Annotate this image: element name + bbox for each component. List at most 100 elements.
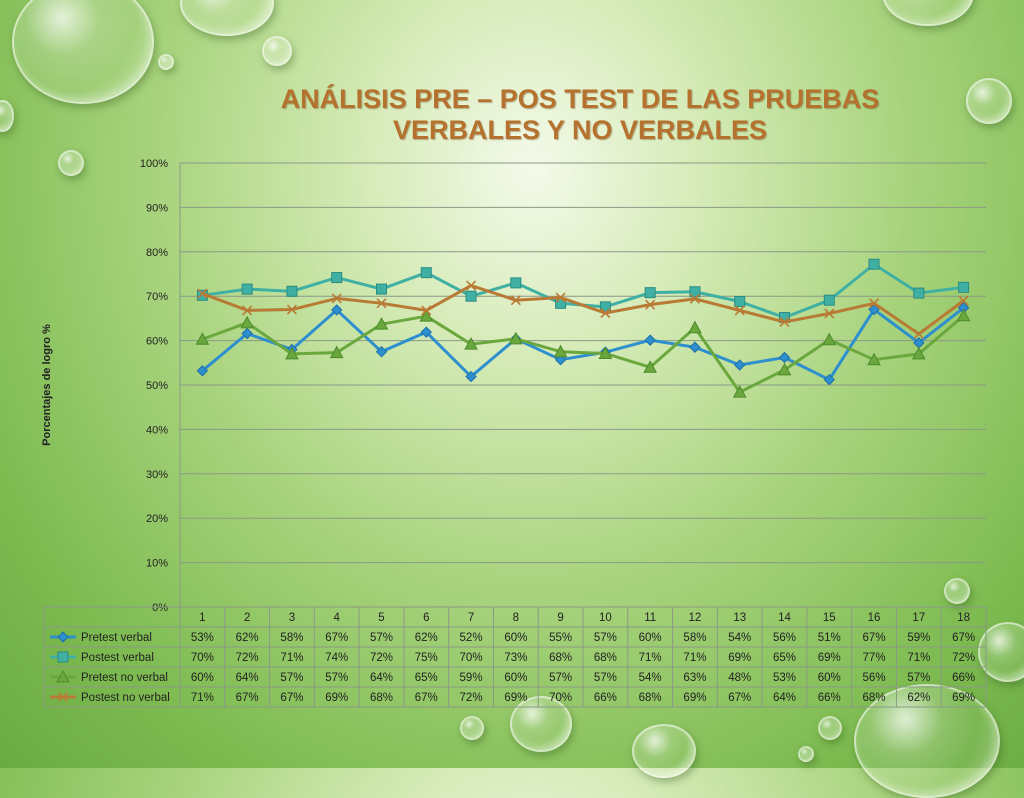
chart-title-line-2: VERBALES Y NO VERBALES: [392, 115, 768, 145]
data-point-postest-no-verbal: [465, 280, 477, 291]
data-point-postest-no-verbal: [689, 293, 701, 304]
data-label-postest-no-verbal: 68%: [863, 692, 886, 704]
y-tick-label: 90%: [146, 202, 168, 214]
data-label-postest-verbal: 68%: [594, 652, 617, 664]
data-point-postest-verbal: [958, 281, 970, 293]
data-point-postest-no-verbal-stroke: [868, 298, 880, 309]
data-point-postest-no-verbal-stroke: [734, 305, 745, 316]
data-point-postest-no-verbal-stroke: [510, 295, 521, 306]
data-label-pretest-no-verbal: 60%: [818, 672, 841, 684]
chart-title: ANÁLISIS PRE – POS TEST DE LAS PRUEBAS V…: [180, 84, 980, 146]
data-point-pretest-no-verbal: [911, 346, 926, 360]
data-point-pretest-verbal: [465, 370, 477, 383]
data-point-pretest-no-verbal: [688, 320, 702, 334]
legend-key-marker-postest-verbal: [57, 651, 69, 663]
data-label-pretest-no-verbal: 53%: [773, 672, 796, 684]
data-point-postest-verbal: [823, 294, 835, 306]
data-point-postest-no-verbal-stroke: [779, 316, 790, 328]
y-tick-label: 30%: [146, 469, 168, 481]
data-point-postest-verbal: [331, 272, 343, 284]
data-point-postest-no-verbal-stroke: [913, 328, 924, 340]
data-label-postest-no-verbal: 67%: [728, 692, 751, 704]
legend-label-pretest-verbal: Pretest verbal: [81, 632, 152, 644]
data-label-pretest-verbal: 52%: [460, 632, 483, 644]
data-point-postest-no-verbal: [913, 328, 924, 340]
data-label-pretest-verbal: 55%: [549, 632, 572, 644]
data-label-postest-verbal: 71%: [907, 652, 930, 664]
data-point-postest-no-verbal-stroke: [242, 305, 253, 316]
data-label-postest-no-verbal: 72%: [460, 692, 483, 704]
data-point-pretest-no-verbal: [643, 360, 658, 373]
y-tick-label: 40%: [146, 424, 168, 436]
data-label-pretest-verbal: 58%: [280, 632, 303, 644]
data-label-pretest-no-verbal: 57%: [280, 672, 303, 684]
data-label-postest-verbal: 71%: [639, 652, 662, 664]
x-category-label: 2: [244, 612, 250, 624]
data-point-pretest-no-verbal: [464, 337, 478, 350]
series-line-pretest-no-verbal: [201, 314, 965, 394]
data-point-postest-no-verbal-stroke: [421, 305, 432, 316]
data-label-pretest-verbal: 57%: [370, 632, 393, 644]
data-point-pretest-no-verbal: [553, 344, 568, 358]
x-category-label: 4: [334, 612, 341, 624]
data-point-postest-verbal: [734, 296, 746, 308]
data-point-postest-no-verbal: [734, 305, 745, 316]
data-point-postest-no-verbal-stroke: [286, 304, 298, 315]
x-category-label: 3: [289, 612, 295, 624]
x-category-label: 1: [199, 612, 205, 624]
data-point-postest-no-verbal-stroke: [197, 288, 208, 299]
y-tick-label: 50%: [146, 380, 168, 392]
data-label-postest-no-verbal: 67%: [236, 692, 259, 704]
x-category-label: 9: [557, 612, 563, 624]
water-drop-decoration: [798, 746, 814, 762]
data-label-postest-no-verbal: 64%: [773, 692, 796, 704]
data-point-pretest-no-verbal: [956, 308, 971, 322]
water-drop-decoration: [460, 716, 484, 740]
data-point-pretest-no-verbal: [195, 332, 210, 345]
data-label-pretest-no-verbal: 60%: [504, 672, 527, 684]
data-point-pretest-no-verbal: [822, 332, 837, 346]
data-label-pretest-no-verbal: 60%: [191, 672, 214, 684]
data-point-postest-no-verbal-stroke: [465, 280, 477, 291]
data-point-postest-verbal: [376, 283, 387, 295]
x-category-label: 10: [599, 612, 612, 624]
data-label-postest-verbal: 75%: [415, 652, 438, 664]
data-point-postest-verbal: [420, 267, 432, 279]
data-point-postest-no-verbal: [286, 304, 298, 315]
data-label-postest-no-verbal: 69%: [683, 692, 706, 704]
x-category-label: 14: [778, 612, 791, 624]
water-drop-decoration: [966, 78, 1012, 124]
data-point-postest-no-verbal-stroke: [645, 299, 656, 310]
data-label-pretest-verbal: 67%: [325, 632, 348, 644]
data-label-postest-no-verbal: 67%: [415, 692, 438, 704]
x-category-label: 6: [423, 612, 429, 624]
data-point-postest-no-verbal: [600, 308, 611, 319]
water-drop-decoration: [510, 696, 572, 752]
data-label-postest-verbal: 71%: [683, 652, 706, 664]
data-label-postest-verbal: 69%: [728, 652, 751, 664]
data-label-postest-no-verbal: 66%: [594, 692, 617, 704]
data-label-postest-no-verbal: 69%: [325, 692, 348, 704]
data-point-pretest-verbal: [375, 345, 388, 358]
data-label-pretest-no-verbal: 65%: [415, 672, 438, 684]
data-point-postest-verbal: [868, 258, 880, 270]
legend-label-pretest-no-verbal: Pretest no verbal: [81, 672, 168, 684]
y-tick-label: 0%: [152, 602, 168, 614]
data-label-postest-verbal: 77%: [863, 652, 886, 664]
data-point-pretest-no-verbal: [419, 309, 434, 322]
data-point-postest-no-verbal: [510, 295, 521, 306]
x-category-label: 11: [644, 612, 656, 624]
legend-key-marker-pretest-no-verbal: [56, 669, 70, 683]
water-drop-decoration: [158, 54, 174, 70]
y-axis-title: Porcentajes de logro %: [41, 324, 53, 446]
data-label-pretest-no-verbal: 66%: [952, 672, 975, 684]
legend-label-postest-no-verbal: Postest no verbal: [81, 692, 170, 704]
data-point-postest-no-verbal-stroke: [958, 295, 969, 306]
x-category-label: 17: [912, 612, 925, 624]
data-label-pretest-verbal: 60%: [504, 632, 527, 644]
data-label-pretest-verbal: 56%: [773, 632, 796, 644]
data-point-pretest-no-verbal: [240, 315, 255, 329]
data-point-postest-no-verbal: [824, 308, 835, 319]
data-point-postest-no-verbal: [421, 305, 432, 316]
data-point-postest-no-verbal: [555, 292, 566, 303]
